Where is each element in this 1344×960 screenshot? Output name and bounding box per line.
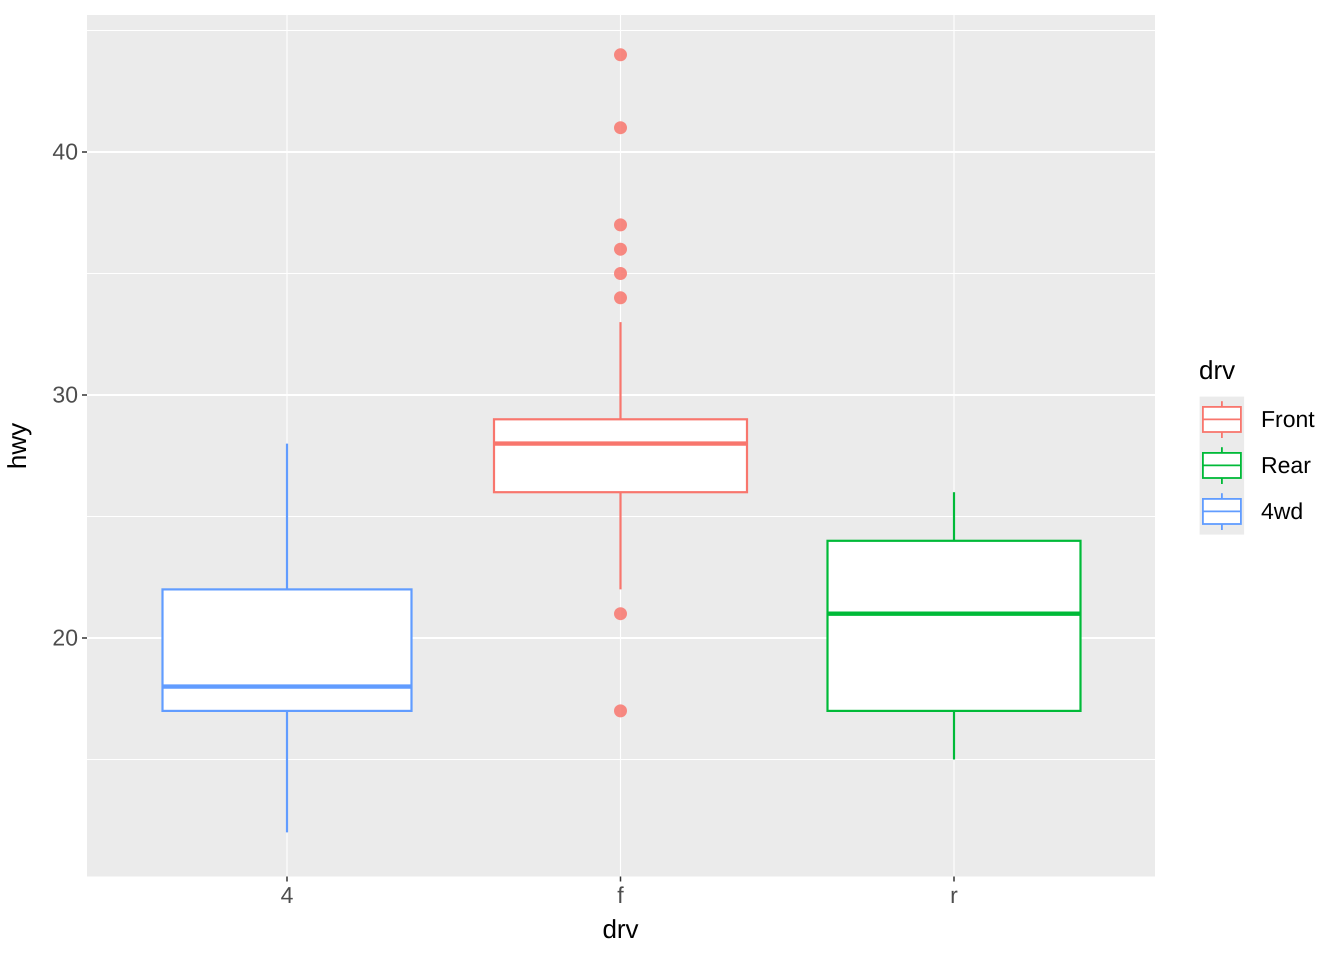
svg-text:drv: drv <box>1199 355 1235 385</box>
svg-text:4: 4 <box>281 882 294 908</box>
svg-text:Front: Front <box>1261 406 1315 432</box>
svg-text:4wd: 4wd <box>1261 498 1303 524</box>
svg-text:Rear: Rear <box>1261 452 1311 478</box>
svg-text:r: r <box>950 882 958 908</box>
svg-text:30: 30 <box>52 382 78 408</box>
svg-text:40: 40 <box>52 139 78 165</box>
svg-text:20: 20 <box>52 625 78 651</box>
svg-text:drv: drv <box>602 914 638 944</box>
svg-text:f: f <box>617 882 624 908</box>
svg-text:hwy: hwy <box>2 423 32 469</box>
